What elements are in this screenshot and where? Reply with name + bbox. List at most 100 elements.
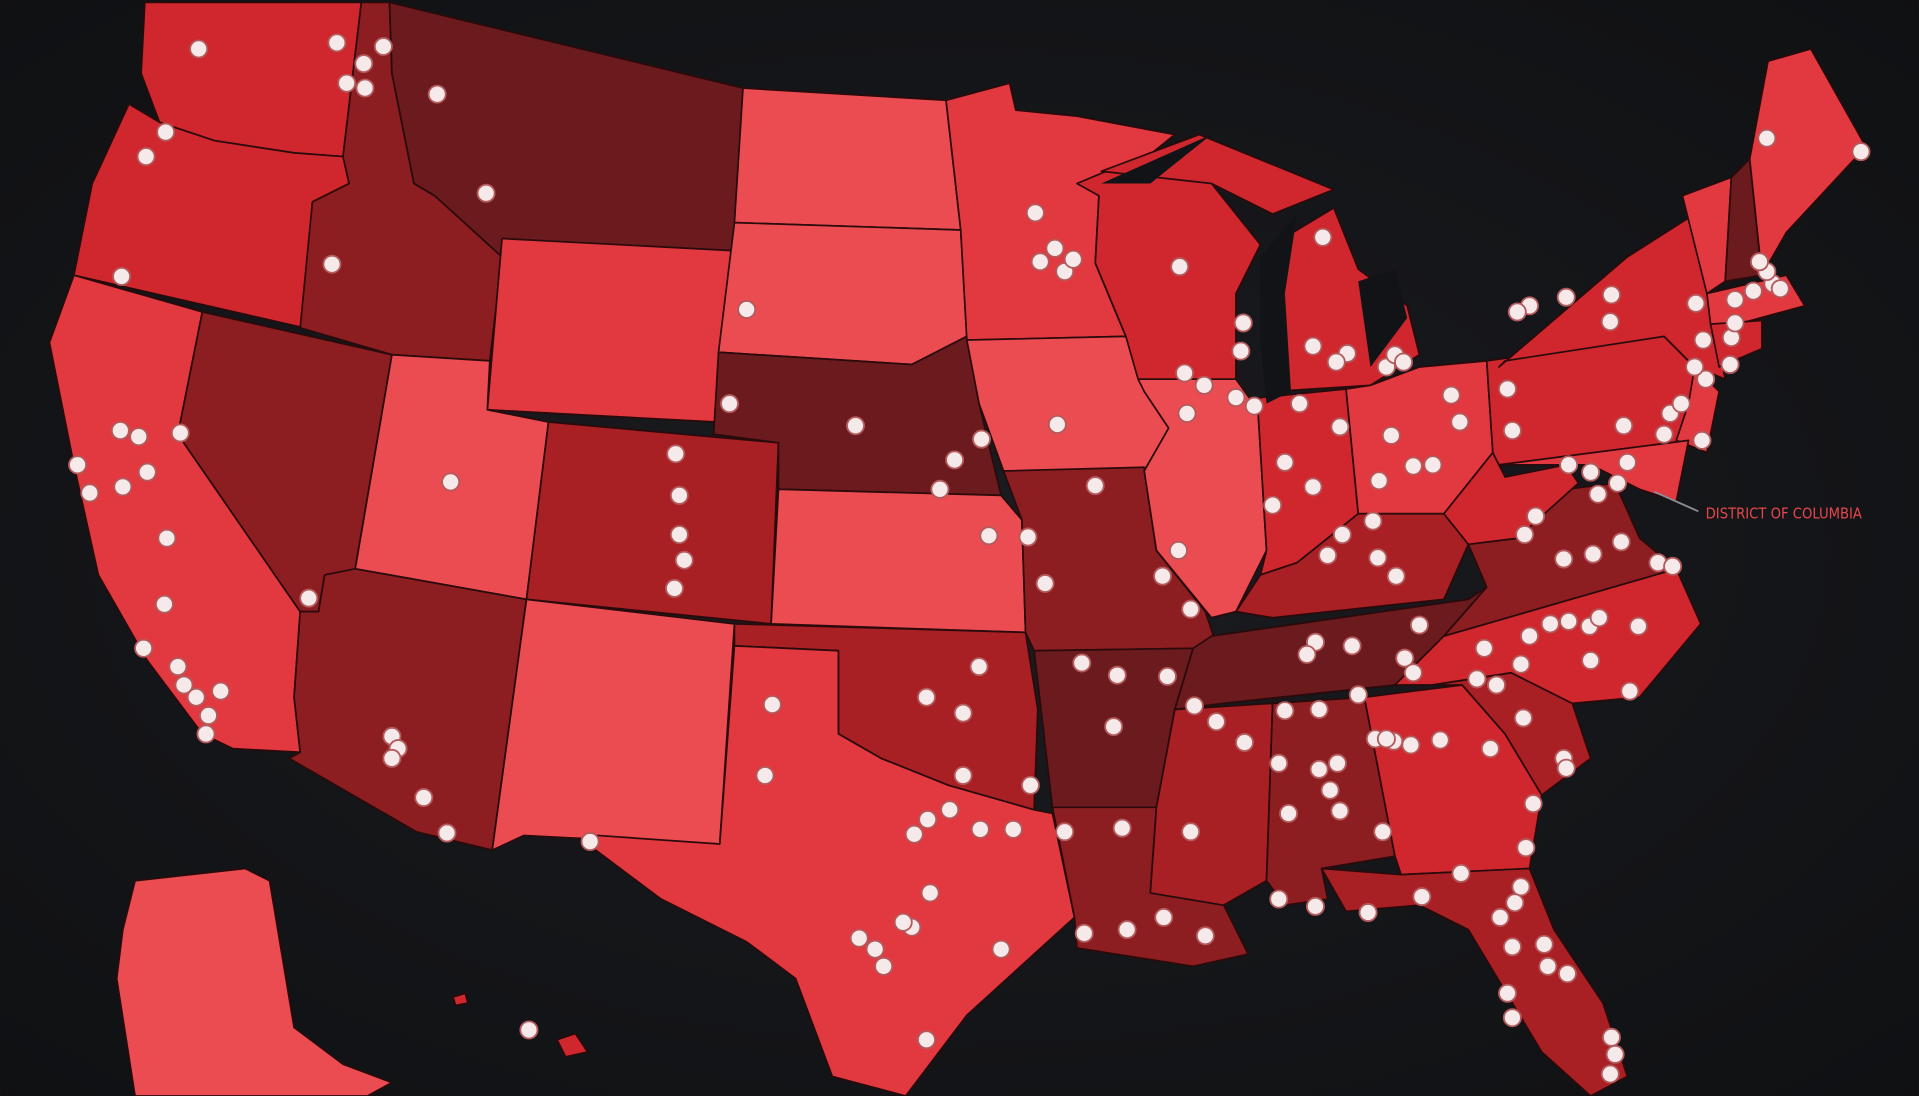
location-dot — [1063, 249, 1083, 269]
location-dot — [1168, 540, 1188, 560]
location-dot — [1511, 654, 1531, 674]
location-dot — [849, 928, 869, 948]
location-dot — [1663, 556, 1683, 576]
location-dot — [1601, 285, 1621, 305]
location-dot — [1851, 142, 1871, 162]
location-dot — [1235, 733, 1254, 752]
location-dot — [441, 472, 461, 492]
location-dot — [1403, 456, 1423, 476]
location-dot — [1381, 425, 1401, 445]
location-dot — [1330, 417, 1350, 437]
location-dot — [1275, 452, 1295, 472]
location-dot — [519, 1020, 539, 1040]
location-dot — [1153, 566, 1173, 586]
location-dot — [1505, 893, 1525, 913]
location-dot — [669, 525, 689, 545]
states — [48, 1, 1867, 1096]
lake-superior — [1101, 134, 1212, 184]
location-dot — [1451, 863, 1471, 883]
location-dot — [1538, 956, 1558, 976]
location-dot — [979, 526, 999, 546]
location-dot — [354, 54, 374, 74]
location-dot — [969, 657, 989, 677]
locations — [68, 33, 1871, 1084]
location-dot — [1605, 1044, 1625, 1064]
location-dot — [1303, 477, 1323, 497]
wyoming — [486, 237, 736, 423]
location-dot — [1559, 455, 1579, 475]
location-dot — [1194, 375, 1214, 395]
location-dot — [1581, 651, 1601, 671]
location-dot — [1107, 665, 1127, 685]
location-dot — [1154, 907, 1174, 927]
location-dot — [1279, 803, 1299, 823]
location-dot — [953, 766, 973, 785]
location-dot — [940, 800, 960, 820]
location-dot — [322, 254, 342, 274]
north-carolina — [1394, 567, 1702, 705]
location-dot — [1600, 1064, 1620, 1084]
location-dot — [1686, 293, 1706, 313]
location-dot — [1515, 525, 1535, 545]
location-dot — [1513, 708, 1533, 728]
location-dot — [1614, 416, 1634, 436]
location-dot — [299, 588, 319, 608]
location-dot — [1231, 341, 1251, 361]
colorado — [525, 421, 780, 625]
location-dot — [1725, 290, 1745, 310]
location-dot — [1401, 735, 1421, 755]
location-dot — [1502, 421, 1522, 441]
location-dot — [1233, 313, 1253, 333]
location-dot — [1326, 352, 1346, 372]
location-dot — [720, 394, 740, 414]
location-dot — [1309, 699, 1329, 719]
location-dot — [1423, 455, 1443, 475]
location-dot — [1318, 545, 1338, 565]
hawaii-2 — [556, 1032, 589, 1058]
location-dot — [674, 550, 694, 570]
location-dot — [669, 485, 689, 505]
location-dot — [1498, 983, 1517, 1003]
location-dot — [1020, 775, 1040, 795]
location-dot — [154, 594, 174, 614]
location-dot — [1035, 573, 1055, 593]
location-dot — [1117, 920, 1137, 940]
location-dot — [904, 824, 924, 844]
location-dot — [157, 528, 177, 548]
location-dot — [134, 638, 154, 658]
location-dot — [198, 706, 218, 726]
location-dot — [110, 421, 130, 441]
location-dot — [1441, 385, 1461, 405]
location-dot — [1490, 907, 1510, 927]
location-dot — [113, 477, 133, 497]
location-dot — [1320, 780, 1340, 800]
location-dot — [1181, 822, 1201, 842]
location-dot — [1557, 964, 1577, 984]
location-dot — [1376, 729, 1396, 749]
location-dot — [1617, 452, 1637, 472]
location-dot — [1498, 379, 1517, 399]
location-dot — [762, 695, 782, 715]
location-dot — [1269, 753, 1289, 773]
location-dot — [1450, 412, 1470, 432]
location-dot — [1620, 681, 1640, 701]
location-dot — [1175, 363, 1195, 383]
location-dot — [112, 266, 132, 286]
location-dot — [1003, 819, 1023, 839]
location-dot — [945, 450, 965, 470]
location-dot — [1671, 394, 1691, 414]
kansas — [770, 488, 1027, 634]
location-dot — [476, 183, 496, 203]
location-dot — [1412, 887, 1432, 907]
location-dot — [916, 687, 936, 707]
location-dot — [665, 578, 684, 598]
location-dot — [580, 832, 600, 852]
new-mexico — [491, 598, 736, 851]
location-dot — [80, 483, 100, 503]
location-dot — [1502, 937, 1522, 957]
location-dot — [1725, 313, 1745, 333]
location-dot — [1507, 302, 1527, 322]
location-dot — [1556, 758, 1576, 778]
